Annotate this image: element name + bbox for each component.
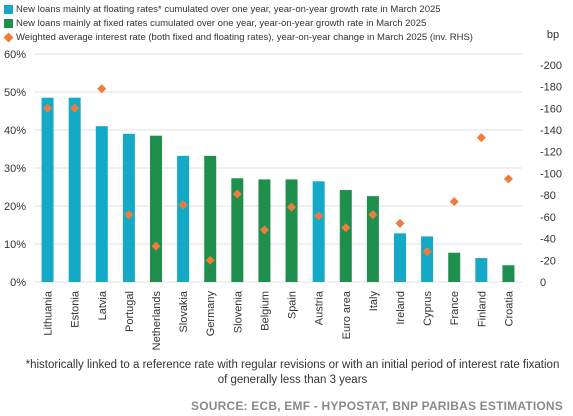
rate-marker-slovenia	[232, 189, 242, 199]
right-tick-label: -120	[540, 147, 562, 159]
rate-marker-euro-area	[341, 223, 351, 233]
category-label: Finland	[476, 291, 488, 327]
left-axis: 0% 10% 20% 30% 40% 50% 60%	[4, 49, 26, 289]
bar-italy	[366, 196, 379, 282]
rate-marker-france	[449, 197, 459, 207]
category-label: Ireland	[395, 291, 407, 325]
rate-marker-spain	[287, 202, 297, 212]
category-label: Lithuania	[43, 290, 55, 336]
rate-marker-estonia	[70, 103, 80, 113]
legend-item-rate: Weighted average interest rate (both fix…	[3, 30, 564, 44]
bar-cyprus	[421, 236, 434, 282]
bar-slovakia	[177, 155, 190, 282]
left-tick-label: 20%	[4, 201, 26, 213]
bar-slovenia	[231, 178, 244, 282]
source-note: SOURCE: ECB, EMF - HYPOSTAT, BNP PARIBAS…	[191, 399, 563, 413]
rate-marker-italy	[368, 210, 378, 220]
right-axis-unit: bp	[547, 29, 559, 41]
category-label: Slovakia	[178, 290, 190, 332]
legend-item-fixed: New loans mainly at fixed rates cumulate…	[4, 16, 564, 30]
footnote: *historically linked to a reference rate…	[25, 359, 560, 386]
bar-croatia	[502, 265, 515, 282]
bar-portugal	[122, 133, 135, 282]
bar-netherlands	[150, 135, 162, 282]
legend: New loans mainly at floating rates* cumu…	[3, 2, 564, 44]
category-label: Austria	[314, 290, 326, 325]
legend-label-fixed: New loans mainly at fixed rates cumulate…	[16, 17, 427, 29]
category-label: Spain	[287, 291, 299, 319]
category-label: Belgium	[259, 291, 271, 331]
rate-marker-lithuania	[43, 103, 53, 113]
legend-item-floating: New loans mainly at floating rates* cumu…	[4, 2, 564, 16]
right-tick-label: -200	[540, 60, 562, 72]
category-label: Slovenia	[232, 290, 244, 333]
right-tick-label: -100	[540, 168, 562, 180]
bar-germany	[204, 155, 217, 282]
left-tick-label: 0%	[10, 277, 26, 289]
legend-label-floating: New loans mainly at floating rates* cumu…	[16, 3, 441, 15]
right-tick-label: -60	[540, 212, 556, 224]
category-label: France	[449, 291, 461, 325]
rate-marker-portugal	[124, 210, 134, 220]
rate-marker-finland	[476, 133, 486, 143]
rate-markers	[43, 84, 513, 265]
left-tick-label: 40%	[4, 125, 26, 137]
gridlines	[34, 53, 522, 283]
right-tick-label: 0	[540, 277, 546, 289]
right-tick-label: -20	[540, 255, 556, 267]
category-label: Portugal	[124, 291, 136, 332]
bar-estonia	[68, 97, 81, 282]
rate-marker-ireland	[395, 218, 405, 228]
category-labels: Lithuania Estonia Latvia Portugal Netherland…	[43, 290, 516, 350]
left-tick-label: 30%	[4, 163, 26, 175]
left-tick-label: 60%	[4, 49, 26, 61]
bar-ireland	[394, 233, 406, 282]
legend-swatch-fixed	[4, 18, 13, 28]
left-tick-label: 50%	[4, 87, 26, 99]
right-tick-label: -160	[540, 103, 562, 115]
bar-latvia	[95, 126, 108, 282]
rate-marker-croatia	[503, 174, 513, 184]
bar-lithuania	[41, 97, 54, 282]
right-tick-label: -140	[540, 125, 562, 137]
category-label: Estonia	[70, 290, 82, 328]
legend-label-rate: Weighted average interest rate (both fix…	[16, 31, 473, 43]
bar-austria	[312, 181, 325, 282]
rate-marker-latvia	[97, 84, 107, 94]
left-tick-label: 10%	[4, 239, 26, 251]
rate-marker-netherlands	[151, 241, 161, 251]
bar-chart: 0% 10% 20% 30% 40% 50% 60% 0 -20 -40 -60 -80 -100 -1…	[4, 29, 562, 350]
category-label: Cyprus	[422, 291, 434, 326]
category-label: Netherlands	[151, 291, 163, 351]
bars	[41, 97, 515, 282]
bar-euro-area	[339, 190, 352, 282]
legend-swatch-floating	[4, 4, 13, 14]
category-label: Latvia	[97, 290, 109, 320]
bar-finland	[475, 258, 488, 282]
category-label: Germany	[205, 291, 217, 337]
category-label: Euro area	[341, 290, 353, 339]
right-tick-label: -40	[540, 234, 556, 246]
category-label: Croatia	[503, 290, 515, 326]
bar-france	[448, 252, 461, 282]
right-tick-label: -180	[540, 82, 562, 94]
right-axis: 0 -20 -40 -60 -80 -100 -120 -140 -160 -180 -200	[540, 60, 562, 289]
rate-marker-austria	[314, 211, 324, 221]
category-label: Italy	[368, 291, 380, 312]
right-tick-label: -80	[540, 190, 556, 202]
bar-spain	[285, 179, 298, 282]
